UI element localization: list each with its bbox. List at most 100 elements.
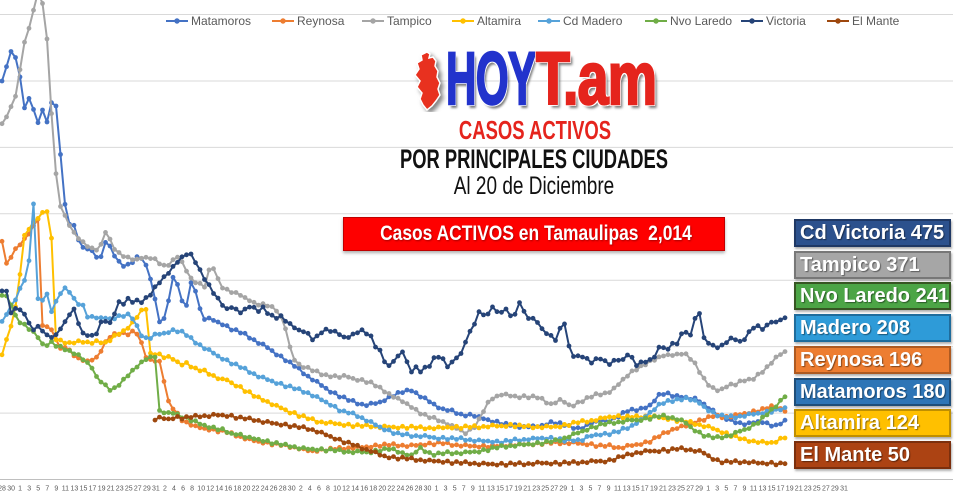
svg-text:Cd Madero: Cd Madero — [563, 14, 623, 28]
svg-text:6: 6 — [317, 486, 321, 493]
svg-text:3: 3 — [444, 486, 448, 493]
svg-text:29: 29 — [143, 486, 151, 493]
svg-text:21: 21 — [795, 486, 803, 493]
svg-text:25: 25 — [541, 486, 549, 493]
svg-text:29: 29 — [559, 486, 567, 493]
svg-text:12: 12 — [206, 486, 214, 493]
svg-text:19: 19 — [650, 486, 658, 493]
svg-text:Matamoros: Matamoros — [191, 14, 251, 28]
svg-text:10: 10 — [333, 486, 341, 493]
svg-text:29: 29 — [695, 486, 703, 493]
svg-text:19: 19 — [514, 486, 522, 493]
svg-text:28: 28 — [415, 486, 423, 493]
svg-text:5: 5 — [36, 486, 40, 493]
svg-text:Nvo Laredo: Nvo Laredo — [670, 14, 732, 28]
svg-text:9: 9 — [471, 486, 475, 493]
svg-text:19: 19 — [786, 486, 794, 493]
svg-text:7: 7 — [45, 486, 49, 493]
svg-text:14: 14 — [351, 486, 359, 493]
svg-text:29: 29 — [831, 486, 839, 493]
svg-text:23: 23 — [804, 486, 812, 493]
svg-text:27: 27 — [686, 486, 694, 493]
svg-text:19: 19 — [98, 486, 106, 493]
svg-text:7: 7 — [462, 486, 466, 493]
svg-text:9: 9 — [54, 486, 58, 493]
svg-text:Reynosa: Reynosa — [297, 14, 345, 28]
svg-text:2: 2 — [299, 486, 303, 493]
svg-text:31: 31 — [152, 486, 160, 493]
svg-text:Victoria: Victoria — [766, 14, 806, 28]
svg-text:30: 30 — [288, 486, 296, 493]
svg-text:13: 13 — [487, 486, 495, 493]
svg-text:20: 20 — [243, 486, 251, 493]
svg-text:10: 10 — [197, 486, 205, 493]
svg-text:25: 25 — [677, 486, 685, 493]
svg-text:11: 11 — [750, 486, 757, 493]
svg-text:23: 23 — [668, 486, 676, 493]
svg-text:18: 18 — [234, 486, 242, 493]
svg-text:El Mante: El Mante — [852, 14, 900, 28]
svg-text:2: 2 — [163, 486, 167, 493]
svg-text:7: 7 — [598, 486, 602, 493]
svg-text:17: 17 — [505, 486, 513, 493]
svg-text:17: 17 — [777, 486, 785, 493]
svg-text:14: 14 — [215, 486, 223, 493]
svg-text:20: 20 — [378, 486, 386, 493]
svg-text:25: 25 — [813, 486, 821, 493]
svg-text:12: 12 — [342, 486, 350, 493]
svg-text:5: 5 — [453, 486, 457, 493]
svg-text:27: 27 — [134, 486, 142, 493]
svg-text:23: 23 — [532, 486, 540, 493]
svg-text:1: 1 — [570, 486, 574, 493]
svg-text:3: 3 — [715, 486, 719, 493]
svg-text:3: 3 — [27, 486, 31, 493]
svg-text:21: 21 — [523, 486, 531, 493]
svg-text:9: 9 — [742, 486, 746, 493]
svg-text:26: 26 — [270, 486, 278, 493]
svg-text:15: 15 — [80, 486, 88, 493]
svg-text:1: 1 — [435, 486, 439, 493]
svg-text:6: 6 — [181, 486, 185, 493]
svg-text:25: 25 — [125, 486, 133, 493]
svg-text:24: 24 — [397, 486, 405, 493]
svg-text:15: 15 — [632, 486, 640, 493]
svg-text:16: 16 — [360, 486, 368, 493]
svg-text:3: 3 — [579, 486, 583, 493]
svg-text:11: 11 — [614, 486, 621, 493]
svg-text:9: 9 — [607, 486, 611, 493]
svg-text:15: 15 — [768, 486, 776, 493]
svg-text:13: 13 — [623, 486, 631, 493]
svg-text:26: 26 — [406, 486, 414, 493]
svg-text:31: 31 — [840, 486, 848, 493]
svg-text:21: 21 — [107, 486, 115, 493]
svg-text:27: 27 — [822, 486, 830, 493]
svg-text:5: 5 — [589, 486, 593, 493]
svg-text:27: 27 — [550, 486, 558, 493]
svg-text:30: 30 — [424, 486, 432, 493]
svg-text:22: 22 — [252, 486, 260, 493]
svg-text:21: 21 — [659, 486, 667, 493]
svg-text:28: 28 — [0, 486, 6, 493]
svg-text:30: 30 — [7, 486, 15, 493]
svg-text:8: 8 — [190, 486, 194, 493]
svg-text:Tampico: Tampico — [387, 14, 432, 28]
svg-text:11: 11 — [478, 486, 485, 493]
svg-text:24: 24 — [261, 486, 269, 493]
svg-text:1: 1 — [706, 486, 710, 493]
svg-text:8: 8 — [326, 486, 330, 493]
svg-text:1: 1 — [18, 486, 22, 493]
svg-text:5: 5 — [724, 486, 728, 493]
svg-text:4: 4 — [308, 486, 312, 493]
svg-text:13: 13 — [759, 486, 767, 493]
svg-text:15: 15 — [496, 486, 504, 493]
svg-text:23: 23 — [116, 486, 124, 493]
svg-text:17: 17 — [641, 486, 649, 493]
svg-text:7: 7 — [733, 486, 737, 493]
svg-text:16: 16 — [224, 486, 232, 493]
svg-text:4: 4 — [172, 486, 176, 493]
svg-text:22: 22 — [387, 486, 395, 493]
svg-text:28: 28 — [279, 486, 287, 493]
svg-text:18: 18 — [369, 486, 377, 493]
svg-text:17: 17 — [89, 486, 97, 493]
svg-text:11: 11 — [62, 486, 69, 493]
